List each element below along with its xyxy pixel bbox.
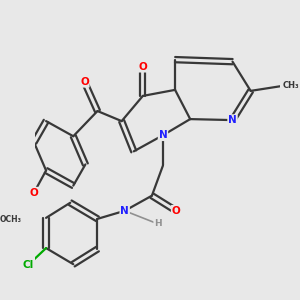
Text: N: N (159, 130, 167, 140)
Text: N: N (228, 115, 237, 125)
Text: H: H (154, 219, 162, 228)
Text: O: O (172, 206, 181, 216)
Text: O: O (80, 77, 89, 87)
Text: O: O (30, 188, 38, 198)
Text: O: O (139, 62, 147, 72)
Text: N: N (120, 206, 129, 216)
Text: OCH₃: OCH₃ (0, 215, 22, 224)
Text: CH₃: CH₃ (283, 81, 299, 90)
Text: Cl: Cl (22, 260, 34, 270)
